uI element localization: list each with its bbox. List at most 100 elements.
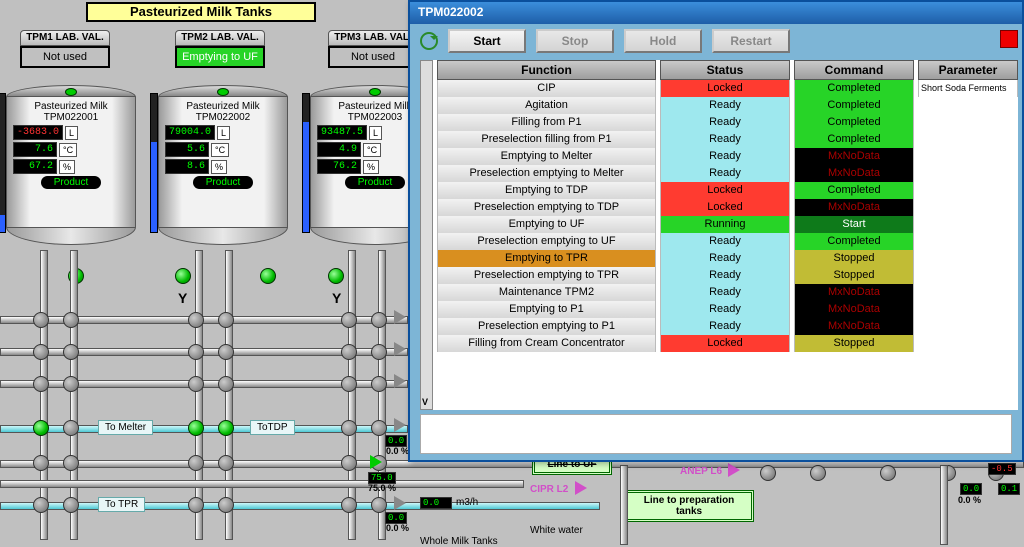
status-cell: Locked: [660, 80, 790, 97]
command-cell: Start: [794, 216, 914, 233]
valve[interactable]: [341, 420, 357, 436]
tank2b-outlet-valve[interactable]: [260, 268, 276, 284]
valve[interactable]: [371, 376, 387, 392]
stop-button[interactable]: Stop: [536, 29, 614, 53]
tank3-outlet-valve[interactable]: [328, 268, 344, 284]
lab-status-3: Not used: [328, 46, 418, 68]
valve[interactable]: [188, 312, 204, 328]
valve[interactable]: [63, 344, 79, 360]
function-cell[interactable]: Maintenance TPM2: [437, 284, 656, 301]
valve[interactable]: [341, 455, 357, 471]
valve[interactable]: [33, 497, 49, 513]
tank2-level: [150, 93, 158, 233]
valve[interactable]: [341, 497, 357, 513]
line-to-prep[interactable]: Line to preparation tanks: [624, 490, 754, 522]
valve[interactable]: [218, 455, 234, 471]
valve[interactable]: [218, 376, 234, 392]
arrow-green-icon: [370, 455, 382, 469]
white-water-label: White water: [530, 525, 583, 536]
lab-val-1[interactable]: TPM1 LAB. VAL.: [20, 30, 110, 46]
param-value[interactable]: Short Soda Ferments: [918, 80, 1018, 97]
valve[interactable]: [63, 376, 79, 392]
function-cell[interactable]: CIP: [437, 80, 656, 97]
tank-2[interactable]: Pasteurized MilkTPM022002 79004.0L 5.6°C…: [158, 85, 288, 245]
function-cell[interactable]: Emptying to TDP: [437, 182, 656, 199]
valve-green[interactable]: [33, 420, 49, 436]
valve[interactable]: [33, 344, 49, 360]
hold-button[interactable]: Hold: [624, 29, 702, 53]
vpipe-mid: [620, 465, 628, 545]
function-cell[interactable]: Preselection emptying to TPR: [437, 267, 656, 284]
valve[interactable]: [810, 465, 826, 481]
valve[interactable]: [188, 455, 204, 471]
function-cell[interactable]: Preselection emptying to P1: [437, 318, 656, 335]
valve[interactable]: [63, 497, 79, 513]
valve[interactable]: [188, 497, 204, 513]
head-function: Function: [437, 60, 656, 80]
valve[interactable]: [371, 312, 387, 328]
tank2-outlet-valve[interactable]: [175, 268, 191, 284]
valve[interactable]: [33, 312, 49, 328]
function-cell[interactable]: Agitation: [437, 97, 656, 114]
y-marker-3: Y: [332, 290, 341, 306]
refresh-icon[interactable]: [420, 32, 438, 50]
valve[interactable]: [63, 420, 79, 436]
tank3-vol: 93487.5: [317, 125, 367, 140]
function-cell[interactable]: Preselection emptying to UF: [437, 233, 656, 250]
start-button[interactable]: Start: [448, 29, 526, 53]
valve[interactable]: [218, 497, 234, 513]
arrow-icon: [394, 342, 406, 356]
valve[interactable]: [188, 376, 204, 392]
command-cell: MxNoData: [794, 301, 914, 318]
valve[interactable]: [188, 344, 204, 360]
valve[interactable]: [760, 465, 776, 481]
valve[interactable]: [880, 465, 896, 481]
valve[interactable]: [218, 312, 234, 328]
alarm-icon[interactable]: [1000, 30, 1018, 48]
function-cell[interactable]: Preselection filling from P1: [437, 131, 656, 148]
col-command: Command CompletedCompletedCompletedCompl…: [794, 60, 914, 410]
popup-toolbar: Start Stop Hold Restart: [410, 24, 1022, 58]
function-cell[interactable]: Filling from P1: [437, 114, 656, 131]
tank-1[interactable]: Pasteurized MilkTPM022001 -3683.0L 7.6°C…: [6, 85, 136, 245]
valve[interactable]: [33, 376, 49, 392]
function-cell[interactable]: Filling from Cream Concentrator: [437, 335, 656, 352]
command-cell: Completed: [794, 182, 914, 199]
valve[interactable]: [218, 344, 234, 360]
status-cell: Ready: [660, 301, 790, 318]
tank3-product: Product: [345, 176, 405, 189]
valve[interactable]: [371, 344, 387, 360]
function-cell[interactable]: Emptying to P1: [437, 301, 656, 318]
lab-val-3[interactable]: TPM3 LAB. VAL.: [328, 30, 418, 46]
valve[interactable]: [341, 376, 357, 392]
scrollbar-v[interactable]: V: [420, 60, 433, 410]
status-cell: Ready: [660, 250, 790, 267]
valve[interactable]: [371, 497, 387, 513]
flow-sensor: 0.0: [420, 497, 452, 509]
col-function: Function CIPAgitationFilling from P1Pres…: [437, 60, 656, 410]
function-cell[interactable]: Emptying to Melter: [437, 148, 656, 165]
tank3-level: [302, 93, 310, 233]
function-cell[interactable]: Emptying to UF: [437, 216, 656, 233]
lab-val-2[interactable]: TPM2 LAB. VAL.: [175, 30, 265, 46]
function-cell[interactable]: Preselection emptying to TDP: [437, 199, 656, 216]
valve[interactable]: [63, 312, 79, 328]
valve[interactable]: [63, 455, 79, 471]
tank1-name: Pasteurized MilkTPM022001: [13, 101, 129, 123]
valve-green[interactable]: [218, 420, 234, 436]
restart-button[interactable]: Restart: [712, 29, 790, 53]
valve-green[interactable]: [188, 420, 204, 436]
label-to-melter: To Melter: [98, 420, 153, 435]
valve[interactable]: [33, 455, 49, 471]
command-cell: MxNoData: [794, 318, 914, 335]
popup-title[interactable]: TPM022002: [410, 2, 1022, 24]
status-cell: Ready: [660, 148, 790, 165]
function-cell[interactable]: Preselection emptying to Melter: [437, 165, 656, 182]
tank2-vol: 79004.0: [165, 125, 215, 140]
status-cell: Ready: [660, 97, 790, 114]
valve[interactable]: [371, 420, 387, 436]
valve[interactable]: [341, 344, 357, 360]
status-cell: Ready: [660, 233, 790, 250]
function-cell[interactable]: Emptying to TPR: [437, 250, 656, 267]
valve[interactable]: [341, 312, 357, 328]
